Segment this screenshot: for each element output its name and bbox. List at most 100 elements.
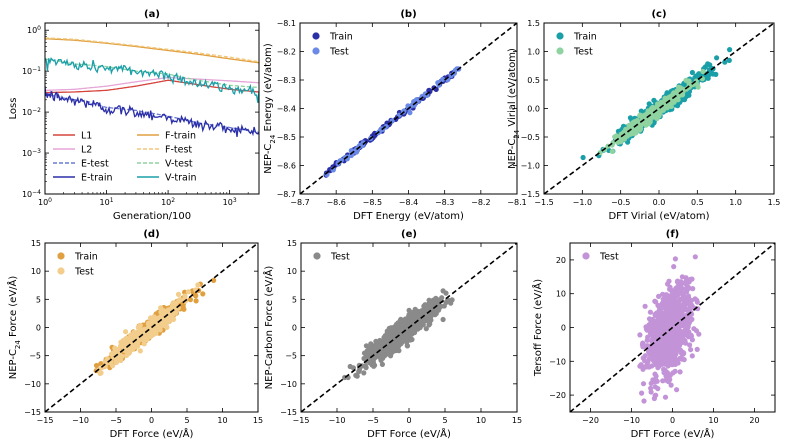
scatter-point (428, 317, 434, 323)
x-tick-label: −8.3 (435, 198, 454, 207)
scatter-point (660, 304, 666, 310)
scatter-point (640, 344, 646, 350)
x-tick-label: 10 (708, 416, 718, 425)
chart-title: (c) (651, 9, 666, 20)
x-tick-label: 10 (217, 416, 227, 425)
x-tick-label: −10 (329, 416, 346, 425)
scatter-point (634, 117, 640, 124)
chart-d: (d)DFT Force (eV/Å)NEP-C24 Force (eV/Å)−… (6, 229, 263, 440)
scatter-point (683, 340, 689, 346)
legend-label: Test (329, 47, 349, 58)
scatter-point (683, 275, 689, 281)
y-tick-label: 0 (561, 324, 566, 333)
scatter-point (652, 371, 658, 377)
x-tick-label: 0.5 (691, 198, 704, 207)
y-tick-label: 10−2 (22, 107, 41, 118)
y-tick-label: 10−3 (22, 148, 41, 159)
scatter-point (694, 346, 700, 352)
scatter-point (666, 373, 672, 379)
series-line-l2 (45, 76, 259, 91)
scatter-point (347, 363, 353, 370)
scatter-point (93, 362, 100, 369)
x-tick-label: 1.0 (729, 198, 742, 207)
scatter-point (372, 347, 378, 353)
axes-frame (299, 22, 518, 195)
y-tick-label: −20 (549, 391, 566, 400)
scatter-point (630, 123, 636, 129)
scatter-point (141, 341, 147, 347)
parity-line (45, 243, 258, 412)
y-tick-label: 0 (292, 324, 297, 333)
x-tick-label: −0.5 (611, 198, 630, 207)
scatter-point (679, 356, 685, 362)
scatter-point (669, 347, 675, 353)
scatter-point (179, 303, 185, 309)
scatter-point (688, 347, 694, 353)
y-tick-label: 10 (556, 290, 566, 299)
legend-marker (57, 267, 65, 275)
scatter-point (671, 297, 678, 303)
scatter-point (388, 347, 395, 353)
plot-area (544, 23, 774, 194)
legend-marker (556, 47, 564, 55)
x-tick-label: −10 (72, 416, 89, 425)
legend-label: Train (573, 32, 597, 43)
series-line-e-train (45, 85, 259, 137)
series-line-v-train (45, 57, 259, 103)
scatter-point (682, 286, 688, 292)
x-axis-label: DFT Energy (eV/atom) (353, 211, 464, 222)
y-tick-label: −5 (29, 352, 41, 361)
scatter-point (440, 316, 446, 323)
series-test (597, 68, 706, 156)
legend-marker (556, 32, 564, 40)
scatter-point (114, 356, 121, 363)
y-tick-label: 5 (292, 295, 297, 304)
scatter-point (152, 317, 158, 323)
axes-frame (569, 242, 776, 413)
scatter-point (609, 148, 615, 154)
axes-frame (44, 242, 259, 413)
scatter-point (652, 298, 658, 304)
legend: Train Test (57, 252, 98, 278)
x-tick-label: −8.7 (290, 198, 309, 207)
scatter-point (156, 326, 162, 332)
scatter-point (646, 109, 653, 115)
x-tick-label: −8.5 (363, 198, 382, 207)
scatter-point (667, 298, 674, 304)
chart-title: (a) (144, 9, 160, 20)
scatter-point (428, 304, 434, 310)
y-tick-label: −8.6 (277, 162, 296, 171)
scatter-point (649, 338, 655, 344)
legend: Test (313, 252, 350, 263)
scatter-point (449, 297, 455, 303)
scatter-point (580, 154, 586, 161)
y-tick-label: 10−1 (22, 66, 41, 77)
scatter-point (650, 334, 656, 340)
scatter-point (195, 282, 201, 288)
scatter-point (148, 315, 154, 321)
y-tick-label: 0 (36, 324, 41, 333)
scatter-point (403, 321, 409, 328)
scatter-point (423, 313, 429, 320)
scatter-point (612, 134, 618, 140)
scatter-point (403, 336, 409, 342)
scatter-point (372, 362, 378, 368)
scatter-point (677, 85, 683, 91)
scatter-point (667, 377, 673, 383)
scatter-point (413, 97, 420, 103)
y-tick-label: 100 (27, 25, 41, 36)
scatter-point (689, 337, 696, 343)
y-tick-label: −15 (280, 408, 297, 417)
parity-line (570, 243, 775, 412)
scatter-point (689, 353, 695, 359)
scatter-point (630, 129, 636, 135)
scatter-point (652, 384, 658, 390)
scatter-point (646, 316, 653, 322)
y-tick-label: 10−4 (22, 189, 41, 200)
scatter-point (659, 318, 665, 324)
scatter-point (653, 377, 659, 383)
scatter-point (640, 366, 646, 372)
scatter-point (653, 311, 659, 317)
scatter-point (674, 287, 680, 293)
axes-frame (543, 22, 775, 195)
